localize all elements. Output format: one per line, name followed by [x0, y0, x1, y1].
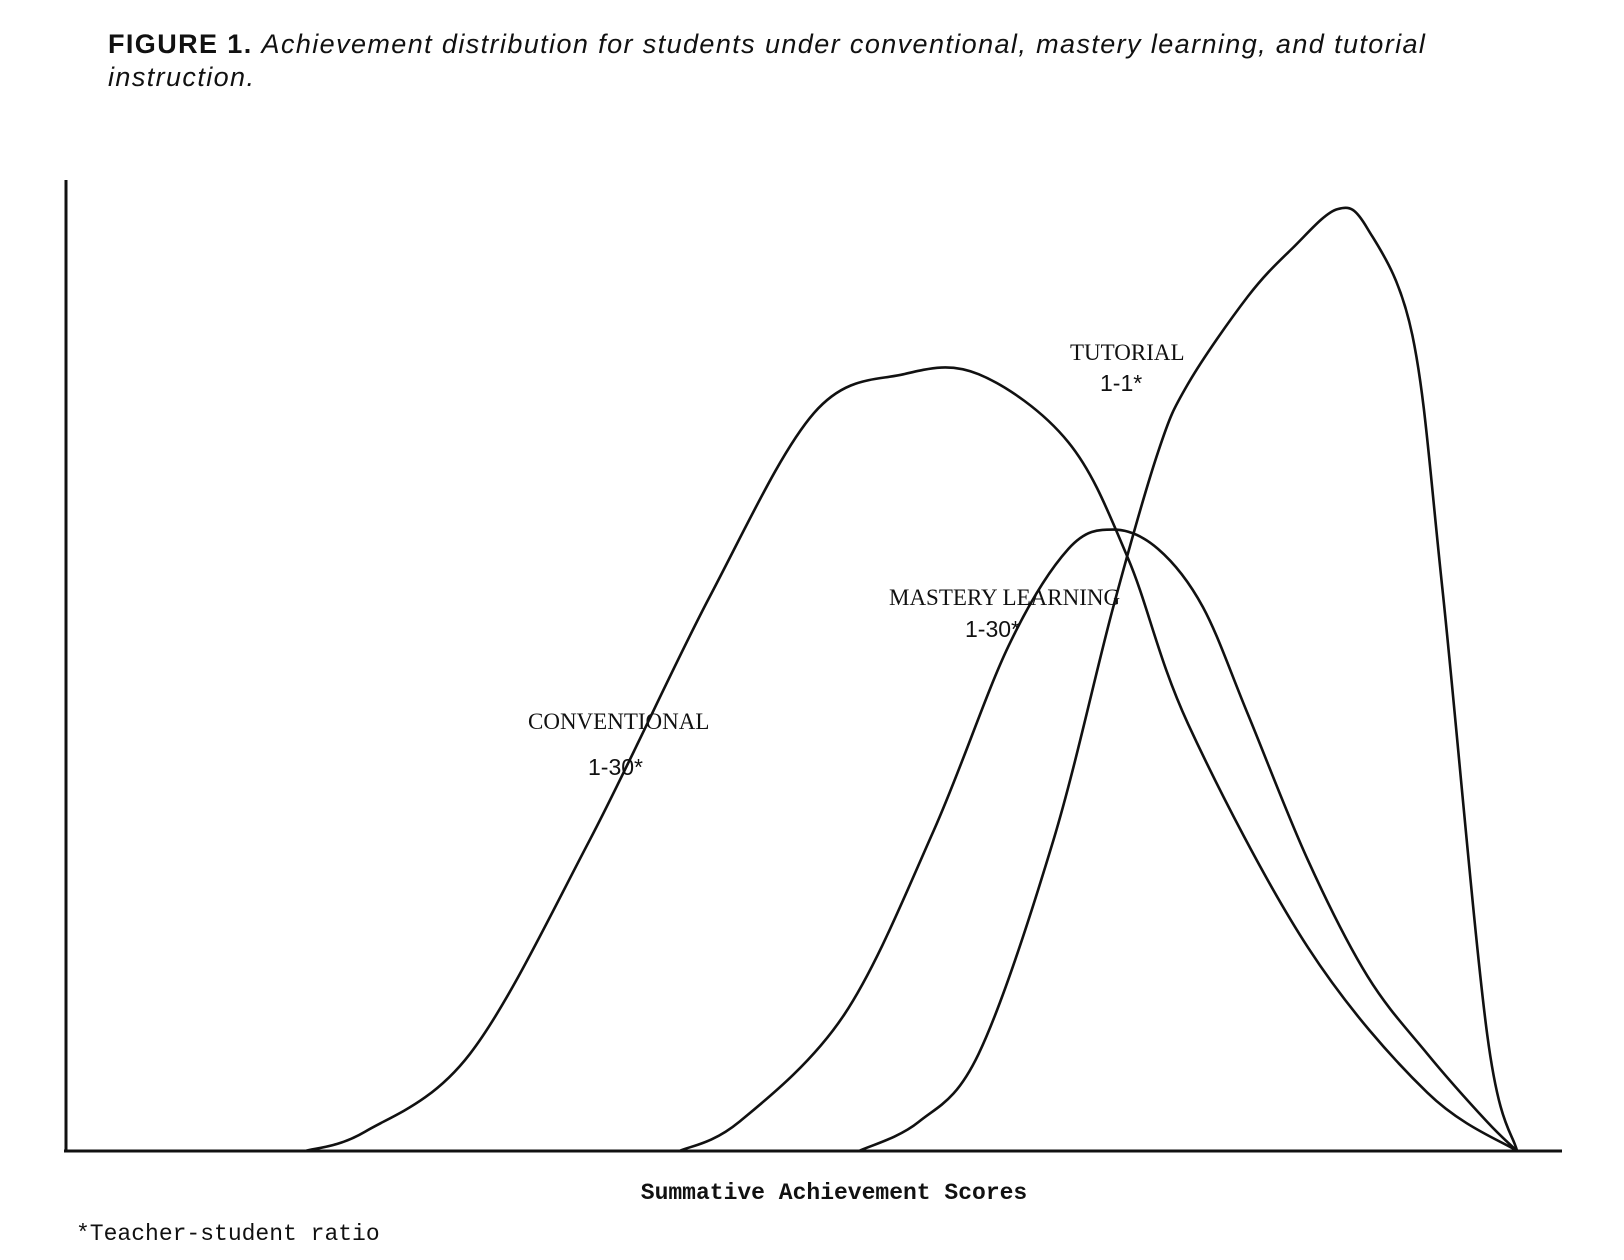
- series-ratio-mastery-learning: 1-30*: [965, 616, 1020, 642]
- figure-caption: FIGURE 1. Achievement distribution for s…: [108, 28, 1528, 94]
- series-curve-tutorial: [857, 206, 1519, 1153]
- series-ratio-tutorial: 1-1*: [1100, 370, 1142, 396]
- series-label-tutorial: TUTORIAL: [1070, 340, 1185, 365]
- x-axis-title: Summative Achievement Scores: [641, 1180, 1027, 1206]
- curve-group: [304, 206, 1519, 1153]
- series-label-mastery-learning: MASTERY LEARNING: [889, 585, 1120, 610]
- figure-label: FIGURE 1.: [108, 29, 253, 59]
- series-ratio-conventional: 1-30*: [588, 754, 643, 780]
- footnote: *Teacher-student ratio: [76, 1221, 380, 1247]
- figure-caption-text: Achievement distribution for students un…: [108, 29, 1427, 92]
- series-curve-conventional: [304, 366, 1519, 1153]
- series-curve-mastery-learning: [678, 528, 1519, 1153]
- series-label-conventional: CONVENTIONAL: [528, 709, 709, 734]
